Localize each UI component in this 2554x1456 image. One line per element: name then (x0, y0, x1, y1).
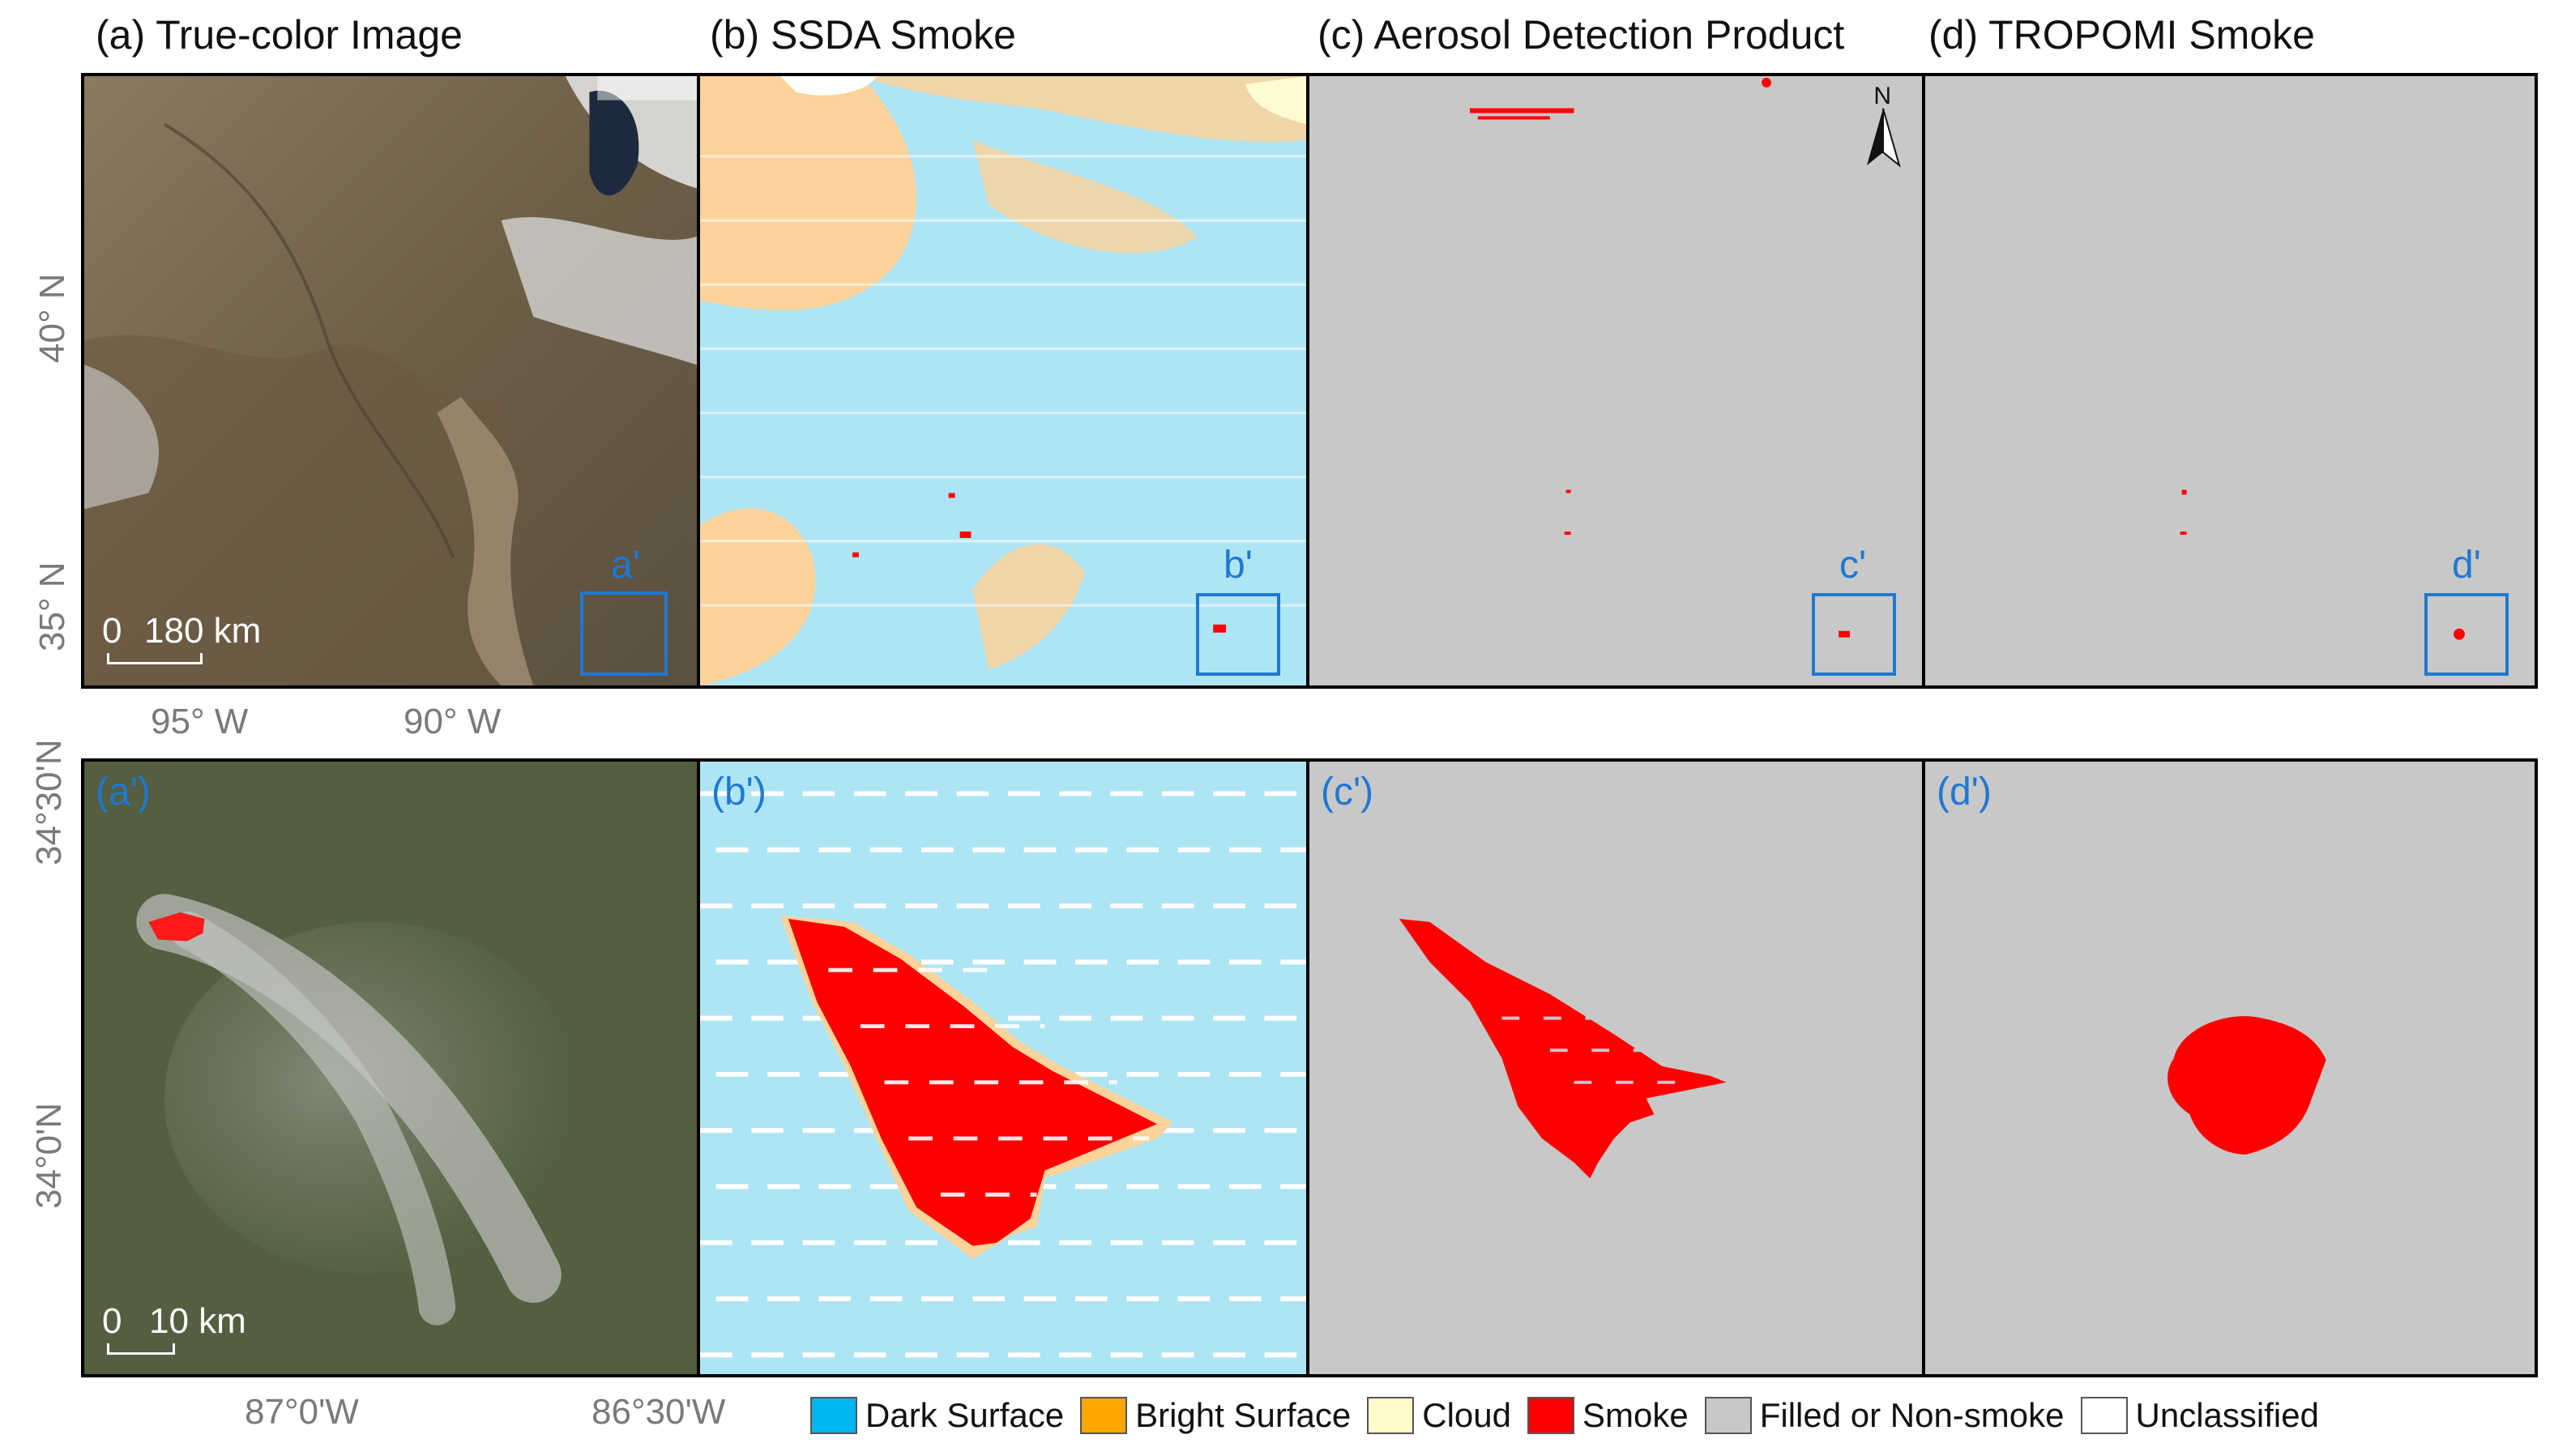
tropomi-inset (1925, 762, 2535, 1374)
legend-label: Unclassified (2135, 1396, 2319, 1434)
inset-tag-d: (d') (1937, 771, 1992, 813)
roi-box-a (580, 591, 668, 676)
legend-item-bright-surface: Bright Surface (1080, 1396, 1351, 1435)
smoke-plume-c (1399, 918, 1727, 1179)
y-label-34-0n: 34°0'N (29, 1102, 69, 1209)
roi-box-b (1196, 593, 1280, 676)
legend-swatch (1527, 1397, 1574, 1434)
scale-zero-bottom: 0 (102, 1301, 122, 1341)
scale-value-bottom: 10 km (149, 1301, 246, 1341)
legend-label: Filled or Non-smoke (1759, 1396, 2065, 1434)
legend-item-smoke: Smoke (1527, 1396, 1689, 1435)
ssda-map (700, 76, 1306, 685)
inset-tag-c: (c') (1321, 771, 1374, 813)
roi-label-c: c' (1839, 544, 1867, 587)
legend-swatch (1704, 1397, 1752, 1434)
x-label-95w: 95° W (151, 702, 249, 741)
panel-title-c: (c) Aerosol Detection Product (1318, 12, 1845, 58)
x-label-87w: 87°0'W (245, 1392, 359, 1432)
panel-title-a: (a) True-color Image (96, 12, 463, 58)
legend-item-dark-surface: Dark Surface (810, 1396, 1064, 1435)
smoke-plume-b (788, 918, 1157, 1246)
panel-title-b: (b) SSDA Smoke (710, 12, 1016, 58)
adp-inset (1309, 762, 1922, 1374)
x-label-90w: 90° W (404, 702, 502, 741)
legend-label: Bright Surface (1135, 1396, 1352, 1434)
panel-a-inset: (a') 0 10 km (81, 758, 700, 1377)
panel-b-ssda: b' (697, 73, 1309, 689)
legend-item-non-smoke: Filled or Non-smoke (1704, 1396, 2065, 1435)
scale-value-top: 180 km (144, 611, 262, 651)
x-label-86-30w: 86°30'W (592, 1392, 726, 1432)
panel-d-tropomi: d' (1922, 73, 2538, 689)
y-label-40n: 40° N (32, 273, 72, 363)
roi-label-d: d' (2452, 544, 2481, 587)
true-color-inset (84, 762, 697, 1374)
scale-zero-top: 0 (102, 611, 122, 651)
roi-box-c (1812, 593, 1896, 676)
roi-box-d (2424, 593, 2509, 676)
panel-c-inset: (c') (1306, 758, 1925, 1377)
smoke-pixels-b (852, 493, 1227, 633)
tropomi-map (1925, 76, 2535, 685)
adp-map (1309, 76, 1922, 685)
scale-bar-bottom (107, 1343, 175, 1355)
roi-label-a: a' (611, 544, 640, 587)
y-label-35n: 35° N (32, 561, 72, 651)
north-arrow-icon (1867, 108, 1901, 168)
legend-label: Dark Surface (865, 1396, 1065, 1434)
panel-b-inset: (b') (697, 758, 1309, 1377)
legend-swatch (2080, 1397, 2128, 1434)
panel-c-adp: N c' (1306, 73, 1925, 689)
north-label: N (1873, 83, 1891, 109)
inset-tag-a: (a') (96, 771, 151, 813)
panel-d-inset: (d') (1922, 758, 2538, 1377)
legend-label: Smoke (1582, 1396, 1689, 1434)
inset-tag-b: (b') (711, 771, 767, 813)
legend-swatch (1080, 1397, 1128, 1434)
legend-swatch (1367, 1397, 1415, 1434)
legend-swatch (810, 1397, 857, 1434)
true-color-image (84, 76, 697, 685)
ssda-inset (700, 762, 1306, 1374)
smoke-plume-d (2167, 1016, 2326, 1155)
panel-title-d: (d) TROPOMI Smoke (1928, 12, 2315, 58)
legend-item-cloud: Cloud (1367, 1396, 1511, 1435)
panel-a-true-color: a' 0 180 km (81, 73, 700, 689)
legend-label: Cloud (1422, 1396, 1511, 1434)
legend: Dark Surface Bright Surface Cloud Smoke … (810, 1387, 2319, 1444)
y-label-34-30n: 34°30'N (29, 739, 69, 865)
roi-label-b: b' (1224, 544, 1253, 587)
scale-bar-top (107, 653, 203, 664)
legend-item-unclassified: Unclassified (2080, 1396, 2319, 1435)
